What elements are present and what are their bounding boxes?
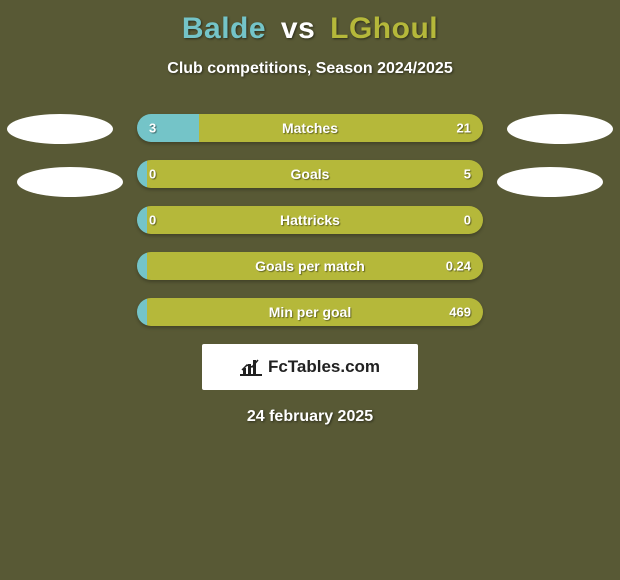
- subtitle-text: Club competitions, Season 2024/2025: [0, 60, 620, 78]
- stat-bar-left: [137, 160, 147, 188]
- player2-club-badge-2: [497, 167, 603, 197]
- player2-name: LGhoul: [330, 12, 438, 45]
- stat-row: 469 Min per goal: [137, 298, 483, 326]
- stat-bar-left: [137, 252, 147, 280]
- stat-value-right: 469: [449, 305, 471, 320]
- player2-club-badge-1: [507, 114, 613, 144]
- bars-container: 3 21 Matches 0 5 Goals 0 0 Hattricks 0.24 Goals pe…: [137, 114, 483, 326]
- stat-row: 0 0 Hattricks: [137, 206, 483, 234]
- date-text: 24 february 2025: [0, 408, 620, 426]
- stat-label: Matches: [282, 120, 338, 136]
- fctables-logo[interactable]: FcTables.com: [202, 344, 418, 390]
- stat-bar-left: [137, 114, 199, 142]
- stat-value-left: 0: [149, 167, 156, 182]
- stat-label: Goals per match: [255, 258, 365, 274]
- comparison-title: Balde vs LGhoul: [0, 0, 620, 46]
- stat-value-right: 0: [464, 213, 471, 228]
- stat-value-left: 3: [149, 121, 156, 136]
- stat-row: 0.24 Goals per match: [137, 252, 483, 280]
- stat-bar-left: [137, 206, 147, 234]
- stat-value-right: 21: [457, 121, 471, 136]
- vs-label: vs: [281, 12, 315, 45]
- player1-club-badge-2: [17, 167, 123, 197]
- stat-row: 0 5 Goals: [137, 160, 483, 188]
- stat-label: Hattricks: [280, 212, 340, 228]
- player1-club-badge-1: [7, 114, 113, 144]
- fctables-logo-text: FcTables.com: [268, 357, 380, 377]
- stat-label: Min per goal: [269, 304, 351, 320]
- stat-row: 3 21 Matches: [137, 114, 483, 142]
- stat-label: Goals: [291, 166, 330, 182]
- stat-bar-right: [199, 114, 483, 142]
- stat-bar-left: [137, 298, 147, 326]
- stat-value-left: 0: [149, 213, 156, 228]
- stat-value-right: 5: [464, 167, 471, 182]
- bar-chart-icon: [240, 358, 262, 376]
- player1-name: Balde: [182, 12, 266, 45]
- stat-value-right: 0.24: [446, 259, 471, 274]
- comparison-chart: 3 21 Matches 0 5 Goals 0 0 Hattricks 0.24 Goals pe…: [0, 114, 620, 326]
